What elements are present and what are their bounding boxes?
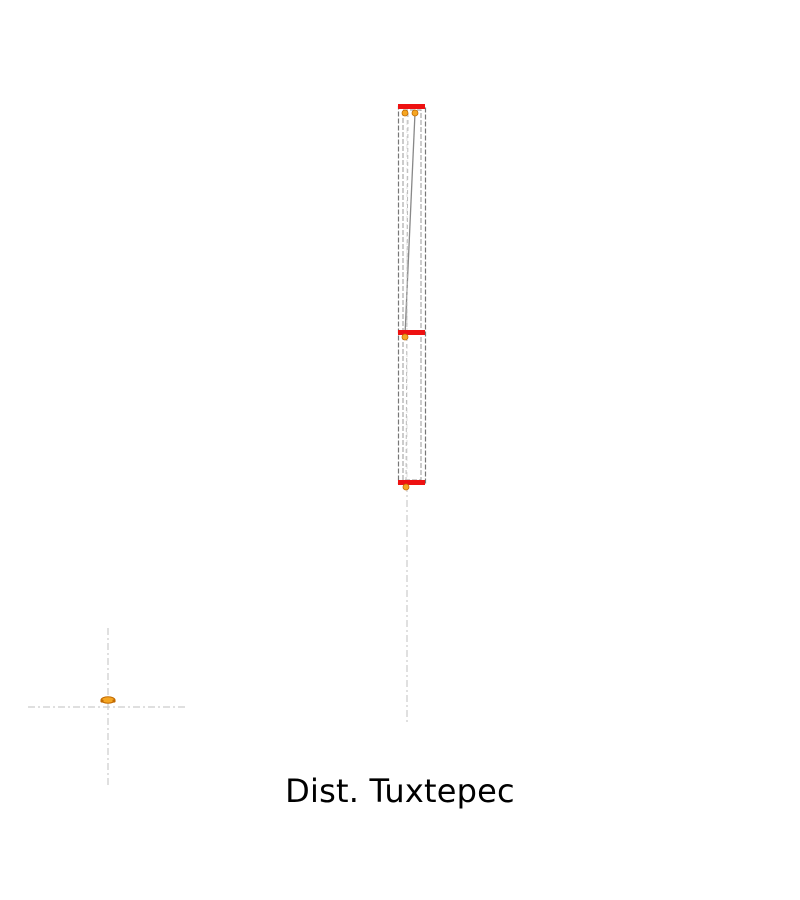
locator-marker-dot [100,699,104,703]
segment-bar-middle[interactable] [398,330,425,335]
point-marker[interactable] [411,109,419,117]
segment-bar-bottom[interactable] [398,480,425,485]
locator-crosshair [28,628,188,788]
map-title: Dist. Tuxtepec [285,772,515,810]
locator-marker-dot [112,699,116,703]
connector-line [405,112,409,487]
point-marker[interactable] [401,333,409,341]
point-marker[interactable] [401,109,409,117]
segment-bar-top[interactable] [398,104,425,109]
district-feature[interactable] [397,104,427,722]
point-marker[interactable] [402,483,410,491]
